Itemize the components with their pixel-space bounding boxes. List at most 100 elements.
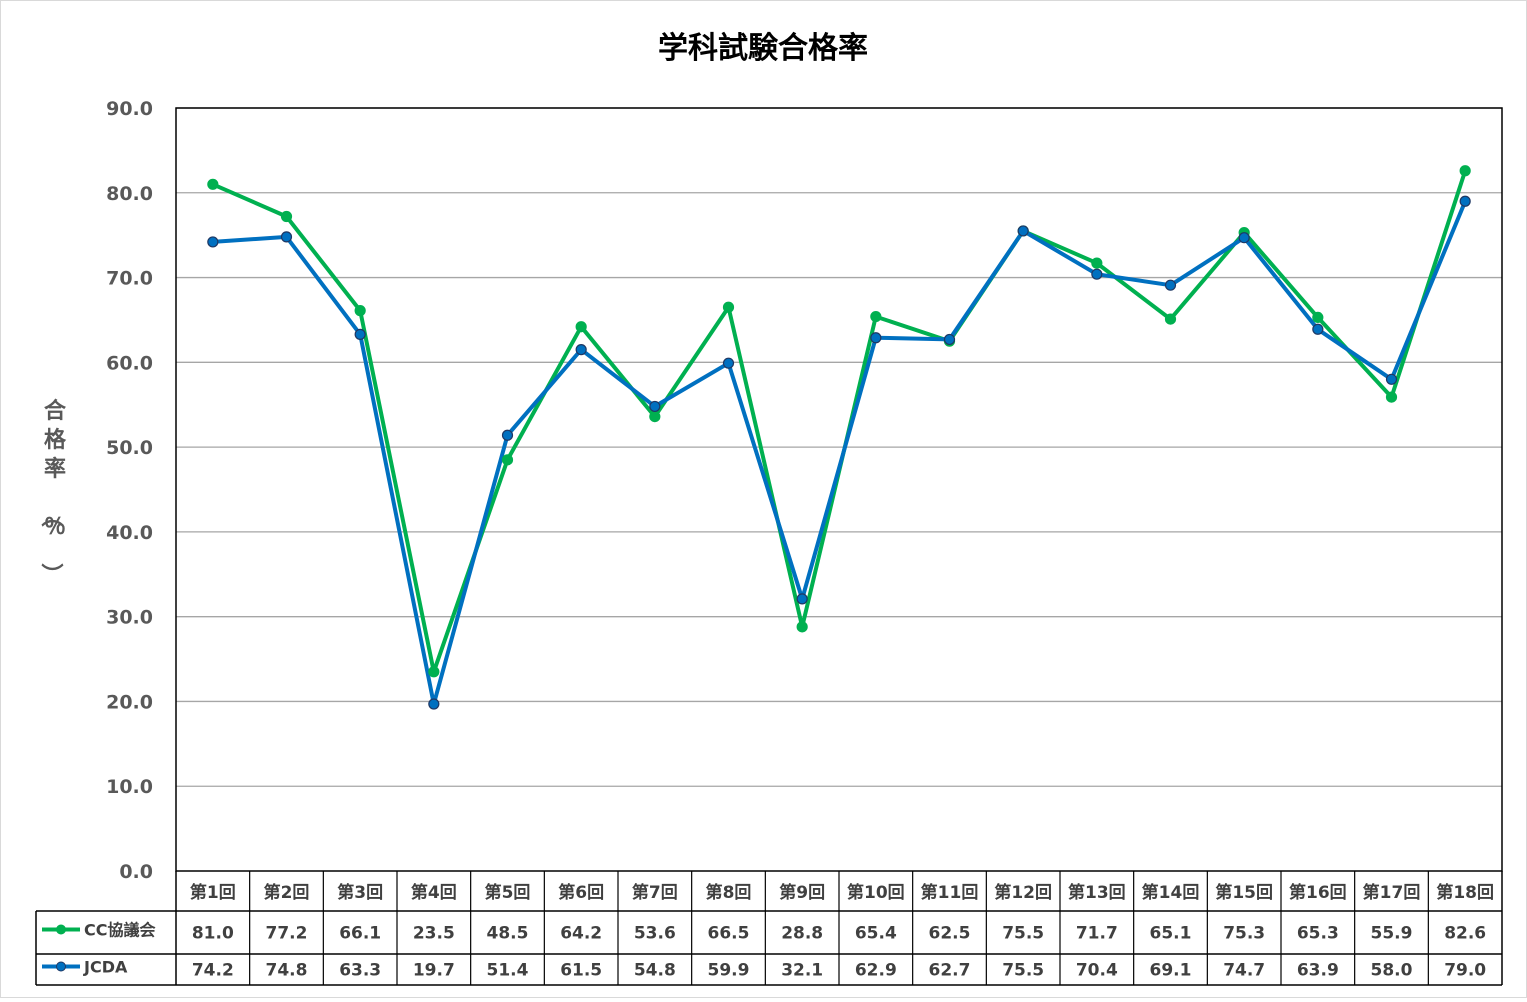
- data-point: [575, 321, 587, 333]
- table-cell: 75.3: [1223, 924, 1265, 944]
- data-point: [1017, 225, 1029, 237]
- table-cell: 51.4: [487, 961, 529, 981]
- data-point: [1459, 195, 1471, 207]
- table-cell: 19.7: [413, 961, 455, 981]
- y-tick-label: 0.0: [119, 861, 153, 883]
- table-cell: 75.5: [1002, 961, 1044, 981]
- table-cell: 74.2: [192, 961, 234, 981]
- category-label: 第18回: [1436, 882, 1494, 903]
- data-point: [649, 410, 661, 423]
- table-cell: 82.6: [1444, 924, 1486, 944]
- table-cell: 64.2: [560, 924, 602, 944]
- category-label: 第16回: [1289, 882, 1347, 903]
- category-label: 第2回: [264, 882, 310, 903]
- data-point: [943, 333, 956, 346]
- data-point: [1091, 257, 1103, 269]
- data-point: [870, 332, 882, 344]
- category-label: 第10回: [847, 882, 905, 903]
- data-point: [428, 666, 440, 678]
- category-label: 第12回: [994, 882, 1052, 903]
- data-point: [207, 178, 219, 190]
- data-point: [354, 328, 366, 340]
- table-cell: 48.5: [487, 924, 529, 944]
- table-cell: 65.3: [1297, 924, 1339, 944]
- chart-title: 学科試験合格率: [658, 31, 868, 66]
- data-point: [501, 429, 514, 441]
- data-point: [722, 357, 735, 369]
- data-point: [1091, 268, 1103, 280]
- data-table: 第1回 第2回 第3回 第4回 第5回 第6回 第7回 第8回 第9回 第10回 第11回 第12回第…: [35, 871, 1503, 986]
- category-label: 第14回: [1142, 882, 1200, 903]
- table-cell: 62.7: [929, 961, 971, 981]
- category-label: 第8回: [706, 882, 752, 903]
- data-point: [796, 593, 808, 605]
- category-label: 第5回: [485, 882, 531, 903]
- y-tick-label: 10.0: [106, 776, 153, 798]
- legend-label: JCDA: [83, 958, 128, 977]
- table-cell: 58.0: [1371, 961, 1413, 981]
- y-tick-label: 40.0: [106, 522, 153, 544]
- table-cell: 63.3: [339, 961, 381, 981]
- category-label: 第13回: [1068, 882, 1126, 903]
- data-point: [1238, 232, 1250, 244]
- series-lines: [207, 165, 1471, 710]
- table-cell: 81.0: [192, 924, 234, 944]
- table-cell: 59.9: [708, 961, 750, 981]
- data-point: [1312, 311, 1324, 324]
- table-cell: 23.5: [413, 924, 455, 944]
- y-axis-label: 合格率（％）: [38, 398, 67, 585]
- data-point: [1164, 279, 1177, 291]
- y-tick-label: 50.0: [106, 437, 153, 459]
- legend-marker-0: [56, 924, 66, 935]
- y-tick-label: 70.0: [106, 268, 153, 290]
- table-cell: 28.8: [781, 924, 823, 944]
- table-cell: 75.5: [1002, 924, 1044, 944]
- data-point: [722, 301, 735, 313]
- category-label: 第6回: [558, 882, 604, 903]
- category-label: 第11回: [921, 882, 979, 903]
- data-point: [1164, 313, 1177, 325]
- table-cell: 55.9: [1371, 924, 1413, 944]
- data-point: [1385, 391, 1398, 403]
- category-label: 第15回: [1215, 882, 1273, 903]
- data-point: [1459, 165, 1471, 177]
- table-cell: 66.1: [339, 924, 381, 944]
- data-point: [280, 231, 293, 243]
- data-point: [1312, 323, 1324, 335]
- table-cell: 77.2: [266, 924, 308, 944]
- table-cell: 62.5: [929, 924, 971, 944]
- y-axis-title: 合格率（％）: [38, 398, 67, 585]
- y-tick-label: 60.0: [106, 352, 153, 374]
- table-cell: 74.8: [266, 961, 308, 981]
- y-tick-label: 90.0: [106, 98, 153, 120]
- table-cell: 53.6: [634, 924, 676, 944]
- table-cell: 65.1: [1150, 924, 1192, 944]
- table-cell: 65.4: [855, 924, 897, 944]
- table-cell: 74.7: [1223, 961, 1265, 981]
- category-label: 第9回: [779, 882, 825, 903]
- category-label: 第4回: [411, 882, 457, 903]
- table-cell: 66.5: [708, 924, 750, 944]
- data-point: [796, 621, 808, 633]
- table-cell: 54.8: [634, 961, 676, 981]
- y-tick-label: 20.0: [106, 691, 153, 713]
- table-cell: 70.4: [1076, 961, 1118, 981]
- category-label: 第17回: [1363, 882, 1421, 903]
- data-point: [428, 698, 440, 710]
- table-cell: 71.7: [1076, 924, 1118, 944]
- legend-label: CC協議会: [84, 921, 156, 940]
- table-cell: 32.1: [781, 961, 823, 981]
- data-point: [1385, 373, 1398, 385]
- y-axis-ticks: 0.0 10.0 20.0 30.0 40.0 50.0 60.0 70.0 80.0 90.0: [106, 98, 153, 883]
- table-cell: 61.5: [560, 961, 602, 981]
- category-label: 第3回: [337, 882, 383, 903]
- table-cell: 62.9: [855, 961, 897, 981]
- data-point: [501, 454, 514, 466]
- data-point: [354, 305, 366, 317]
- table-cell: 69.1: [1150, 961, 1192, 981]
- data-point: [207, 236, 219, 248]
- y-tick-label: 80.0: [106, 183, 153, 205]
